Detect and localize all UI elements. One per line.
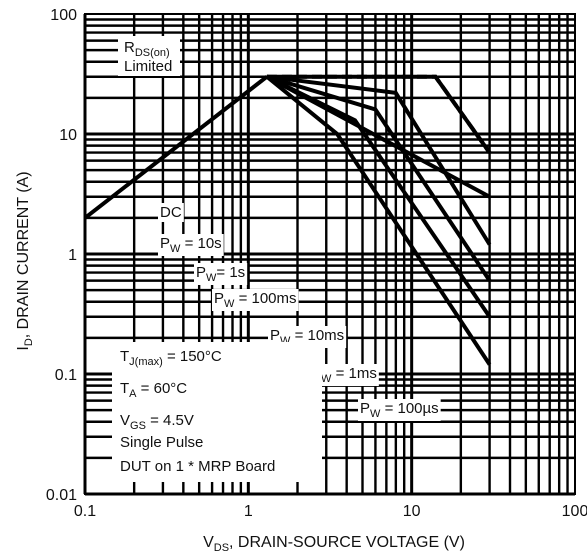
curve-label: PW = 10s xyxy=(160,235,222,255)
curve-label-bg xyxy=(194,263,248,285)
curve-label: PW = 100ms xyxy=(214,290,297,310)
curve-label-bg xyxy=(158,234,224,256)
test-conditions: TJ(max) = 150°C TA = 60°C VGS = 4.5V Single… xyxy=(120,348,275,475)
curve-label-bg xyxy=(158,203,184,222)
y-axis-title: ID, DRAIN CURRENT (A) xyxy=(15,171,35,350)
soa-curve xyxy=(265,75,492,366)
x-tick-label: 0.1 xyxy=(74,503,96,520)
y-tick-label: 1 xyxy=(68,247,77,264)
soa-curve xyxy=(266,74,492,282)
curve-label: PW= 1s xyxy=(196,264,245,284)
curve-label-bg xyxy=(309,364,379,386)
condition-line: TJ(max) = 150°C xyxy=(120,348,222,368)
condition-line: DUT on 1 * MRP Board xyxy=(120,458,275,475)
x-tick-label: 1 xyxy=(244,503,253,520)
x-tick-label: 100 xyxy=(562,503,587,520)
curve-label-bg xyxy=(358,399,441,421)
y-tick-label: 10 xyxy=(59,127,77,144)
curve-labels: DC PW = 10s PW= 1s PW = 100ms PW = 10ms PW = … xyxy=(158,203,441,421)
condition-line: VGS = 4.5V xyxy=(120,412,194,432)
curve-label: PW = 100µs xyxy=(360,400,439,420)
rds-label-bg xyxy=(118,36,180,76)
y-tick-label: 0.1 xyxy=(55,367,77,384)
plot-frame xyxy=(84,13,576,495)
soa-curve xyxy=(265,74,491,199)
x-axis-title: VDS, DRAIN-SOURCE VOLTAGE (V) xyxy=(203,534,465,554)
soa-curve xyxy=(266,74,492,246)
curve-label-bg xyxy=(212,289,299,311)
y-tick-label: 0.01 xyxy=(46,487,77,504)
curves xyxy=(83,74,492,366)
curve-label: PW = 10ms xyxy=(270,327,344,347)
rds-limit-line xyxy=(83,75,269,220)
y-tick-label: 100 xyxy=(50,7,77,24)
rds-limited-text: Limited xyxy=(124,58,172,75)
soa-curve xyxy=(266,74,492,154)
condition-line: TA = 60°C xyxy=(120,380,187,400)
x-tick-label: 10 xyxy=(403,503,421,520)
rds-on-limited-label: RDS(on) xyxy=(124,39,170,59)
curve-label: DC xyxy=(160,204,182,221)
conditions-box-bg xyxy=(112,342,322,482)
condition-line: Single Pulse xyxy=(120,434,203,451)
